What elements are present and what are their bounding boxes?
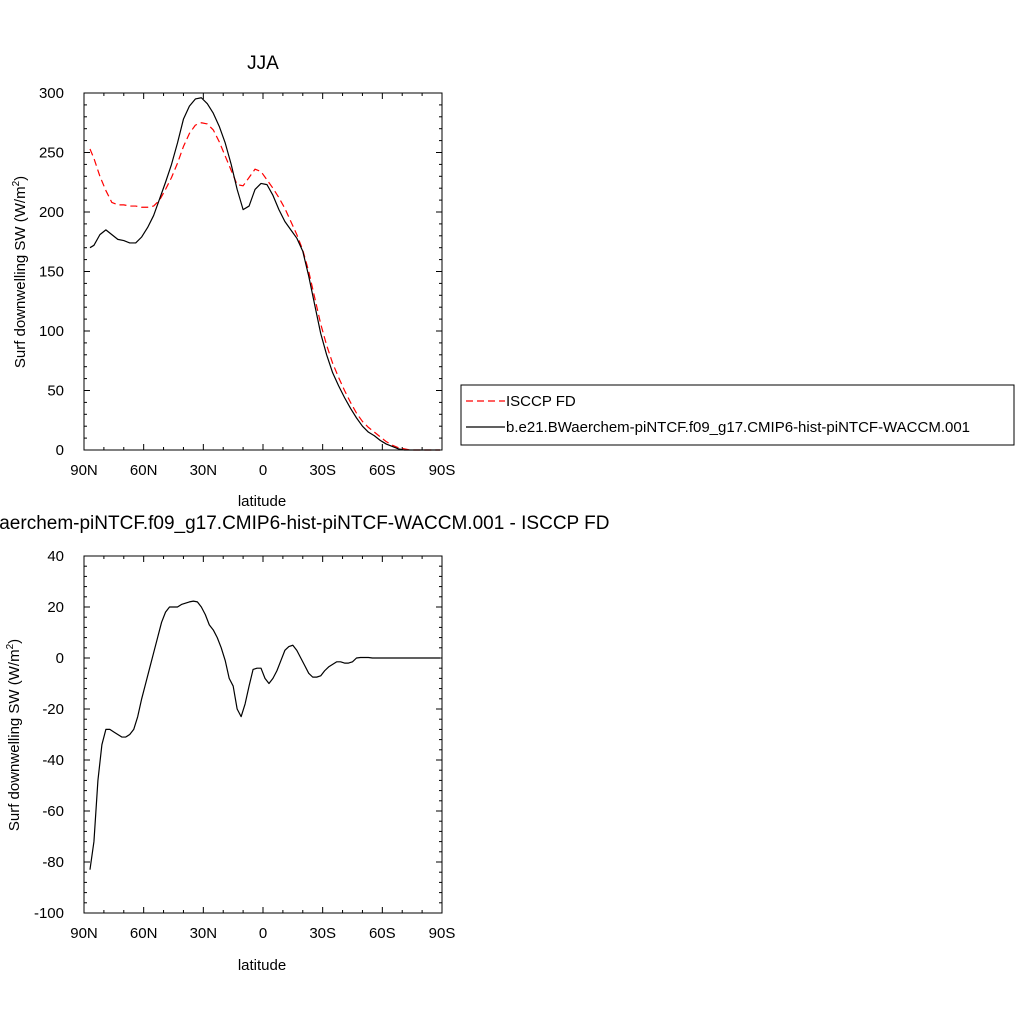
bottom-xlabel: latitude [238,957,286,974]
top-y-tick-label: 250 [39,145,64,162]
bottom-ylabel-main: Surf downwelling SW (W/m [6,649,23,831]
top-series [89,97,441,451]
legend-label-isccp: ISCCP FD [506,393,576,410]
top-ylabel-sup: 2 [11,180,22,186]
top-x-tick-label: 30N [190,462,218,479]
bottom-x-tick-label: 60N [130,925,158,942]
top-panel: JJA 90N 60N 30N 0 30S 60S 90S 0 50 100 150 200 250 30… [11,53,455,510]
bottom-x-tick-label: 90S [429,925,456,942]
bottom-x-tick-label: 30N [190,925,218,942]
legend-label-model: b.e21.BWaerchem-piNTCF.f09_g17.CMIP6-his… [506,419,970,436]
bottom-x-tick-label: 60S [369,925,396,942]
top-y-tick-label: 150 [39,264,64,281]
top-series-line-2 [89,97,441,451]
top-y-tick-label: 300 [39,85,64,102]
top-y-tick-label: 50 [47,383,64,400]
top-y-tick-label: 100 [39,323,64,340]
top-ylabel: Surf downwelling SW (W/m2) [11,176,29,368]
top-x-tick-label: 30S [309,462,336,479]
bottom-y-tick-label: -20 [42,701,64,718]
top-x-tick-label: 60N [130,462,158,479]
bottom-ticks: 90N 60N 30N 0 30S 60S 90S -100 -80 -60 -40 -20 0 20 40 [34,548,455,942]
bottom-y-tick-label: 20 [47,599,64,616]
bottom-title: b.e21.BWaerchem-piNTCF.f09_g17.CMIP6-his… [0,513,609,534]
top-title: JJA [247,53,279,74]
top-x-tick-label: 90S [429,462,456,479]
top-y-tick-label: 200 [39,204,64,221]
legend-box [460,384,1015,446]
legend: ISCCP FD b.e21.BWaerchem-piNTCF.f09_g17.… [460,384,1015,446]
bottom-x-tick-label: 90N [70,925,98,942]
bottom-y-tick-label: -100 [34,905,64,922]
bottom-y-tick-label: -80 [42,854,64,871]
bottom-y-tick-label: -40 [42,752,64,769]
bottom-ylabel-end: ) [6,639,23,644]
top-ticks: 90N 60N 30N 0 30S 60S 90S 0 50 100 150 200 250 300 [39,85,455,479]
top-x-tick-label: 90N [70,462,98,479]
top-plot-frame [83,92,443,451]
bottom-ylabel-sup: 2 [5,643,16,649]
bottom-y-tick-label: 0 [56,650,64,667]
top-ylabel-end: ) [12,176,29,181]
bottom-x-tick-label: 0 [259,925,267,942]
top-y-tick-label: 0 [56,442,64,459]
bottom-plot-frame [83,555,443,914]
top-ylabel-main: Surf downwelling SW (W/m [12,186,29,368]
top-series-line-1 [89,122,441,451]
bottom-x-tick-label: 30S [309,925,336,942]
bottom-y-tick-label: -60 [42,803,64,820]
bottom-ylabel: Surf downwelling SW (W/m2) [5,639,23,831]
bottom-y-tick-label: 40 [47,548,64,565]
bottom-series-line-1 [89,600,441,870]
bottom-series [89,600,441,870]
top-x-tick-label: 60S [369,462,396,479]
bottom-panel: b.e21.BWaerchem-piNTCF.f09_g17.CMIP6-his… [0,513,609,974]
top-x-tick-label: 0 [259,462,267,479]
top-xlabel: latitude [238,493,286,510]
